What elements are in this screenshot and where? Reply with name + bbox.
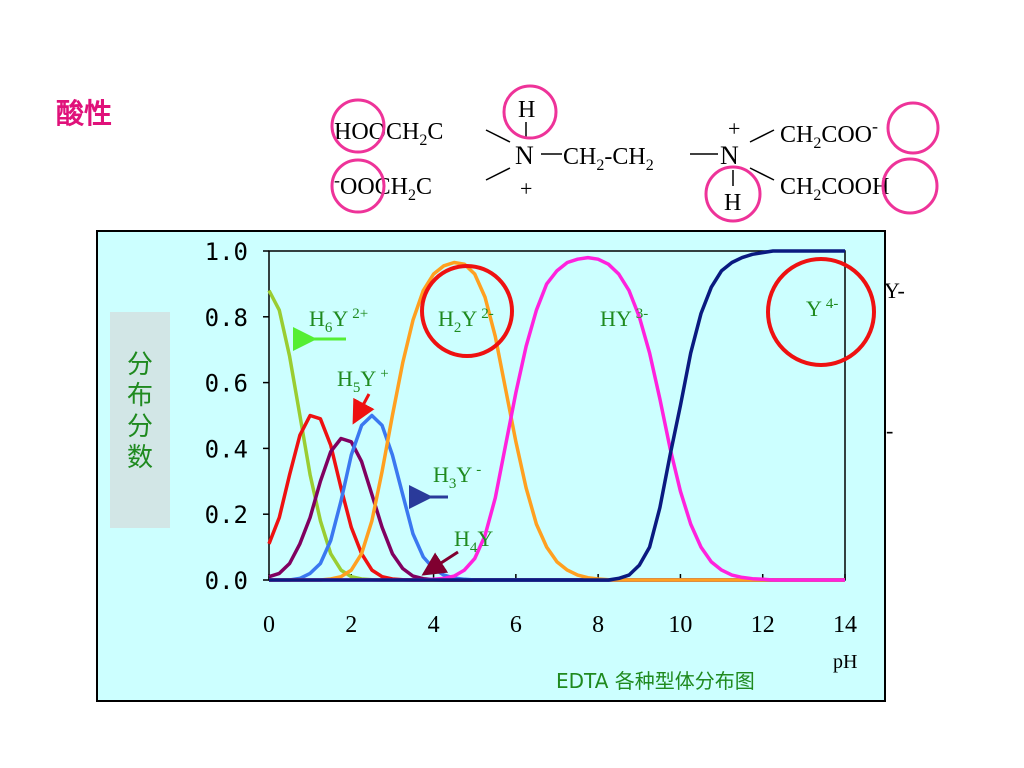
curve-label: HY 3- (600, 306, 648, 331)
arrow-h5y (352, 393, 375, 425)
series-line-y-4- (269, 249, 845, 582)
highlight-circle-h2y (420, 264, 514, 358)
formula-n1: N (515, 141, 534, 170)
formula-top-left: HOOCH2C (334, 119, 443, 149)
x-tick-label: 6 (510, 612, 522, 638)
curve-label: H6Y 2+ (309, 306, 368, 336)
curve-label: H2Y 2- (438, 306, 494, 336)
formula-n2: N (720, 141, 739, 170)
chart-title: EDTA 各种型体分布图 (556, 669, 755, 693)
highlight-circle (886, 101, 940, 155)
curve-label: H5Y + (337, 366, 389, 396)
y-tick-label: 0.4 (205, 435, 248, 463)
stray-label-y-minus: Y- (884, 278, 905, 303)
x-tick-label: 14 (833, 612, 857, 638)
x-tick-label: 0 (263, 612, 275, 638)
formula-plus-bottom: + (520, 176, 532, 201)
highlight-circle (502, 84, 558, 140)
formula-h-top: H (518, 97, 535, 123)
x-axis-label: pH (833, 651, 857, 673)
formula-top-right: CH2COO- (780, 116, 878, 152)
formula-bond (485, 167, 511, 181)
y-axis-label: 分布分数 (126, 350, 153, 473)
curve-label: H3Y - (433, 462, 481, 492)
formula-bridge: CH2-CH2 (563, 144, 654, 174)
formula-bond (485, 129, 511, 143)
stray-label-dash: - (886, 418, 893, 443)
formula-bottom-left: -OOCH2C (334, 170, 432, 204)
y-tick-label: 0.2 (205, 501, 248, 529)
highlight-circle (881, 157, 939, 215)
y-tick-label: 1.0 (205, 238, 248, 266)
x-tick-label: 8 (592, 612, 604, 638)
formula-bond (749, 167, 775, 181)
edta-structure: H HOOCH2C -OOCH2C N + CH2-CH2 N + H CH2C… (330, 84, 940, 223)
x-tick-label: 10 (668, 612, 692, 638)
y-tick-label: 0.8 (205, 304, 248, 332)
x-tick-label: 4 (428, 612, 440, 638)
y-axis-label-box (110, 312, 170, 528)
curve-label: H4Y (454, 526, 493, 556)
x-tick-label: 12 (751, 612, 775, 638)
arrow-h4y (421, 550, 459, 576)
formula-bottom-right: CH2COOH (780, 174, 889, 204)
highlight-circle (704, 165, 762, 223)
y-tick-label: 0.0 (205, 567, 248, 595)
curve-label: Y 4- (806, 296, 838, 321)
formula-plus-top: + (728, 116, 740, 141)
formula-h-bottom: H (724, 190, 741, 216)
plot-area (268, 250, 846, 581)
formula-bond (749, 129, 775, 143)
slide-title: 酸性 (56, 97, 113, 130)
y-tick-label: 0.6 (205, 370, 248, 398)
highlight-circle-y4 (766, 257, 876, 367)
x-tick-label: 2 (345, 612, 357, 638)
highlight-circle (330, 98, 386, 154)
highlight-circle (330, 158, 386, 214)
